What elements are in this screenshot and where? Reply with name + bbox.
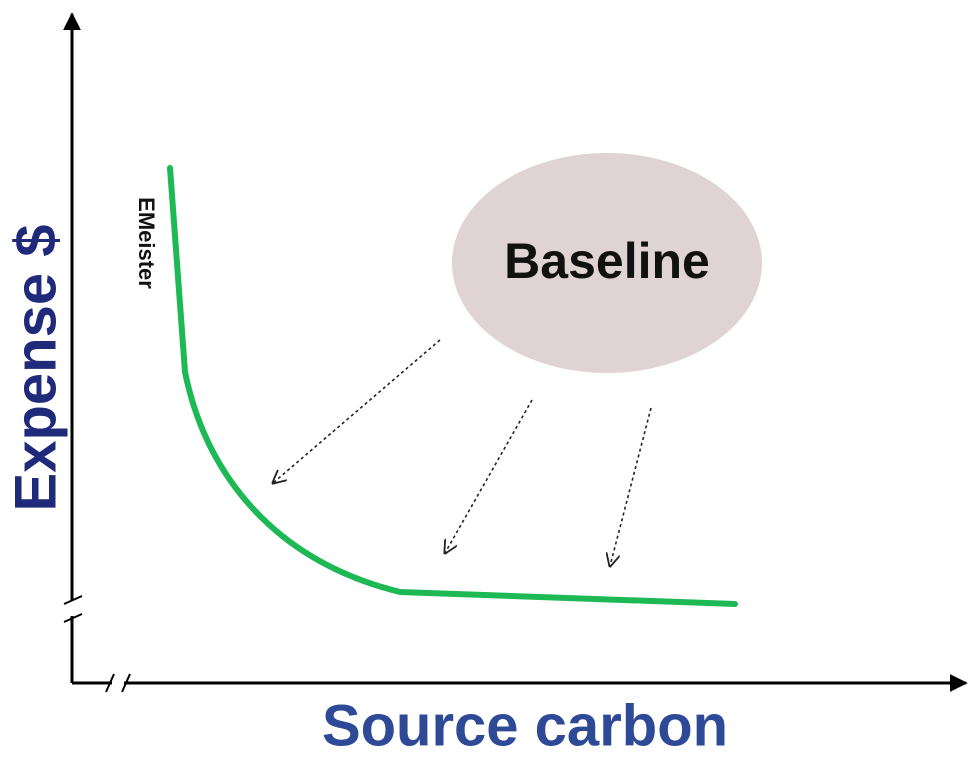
arrow — [610, 407, 652, 566]
emeister-curve — [167, 165, 738, 607]
curve-label: EMeister — [134, 197, 159, 289]
x-axis-label: Source carbon — [322, 693, 728, 757]
y-axis-label: Expense $ — [3, 225, 68, 512]
arrow — [273, 339, 441, 483]
x-axis-break-gap — [112, 674, 124, 692]
y-axis-break-gap — [62, 600, 82, 616]
arrow — [445, 399, 533, 553]
x-axis-break — [105, 673, 115, 693]
x-axis-break — [121, 673, 131, 693]
y-axis-break — [63, 613, 83, 623]
baseline-bubble — [452, 153, 762, 373]
y-axis-break — [63, 595, 83, 605]
bubble-label: Baseline — [504, 233, 710, 289]
